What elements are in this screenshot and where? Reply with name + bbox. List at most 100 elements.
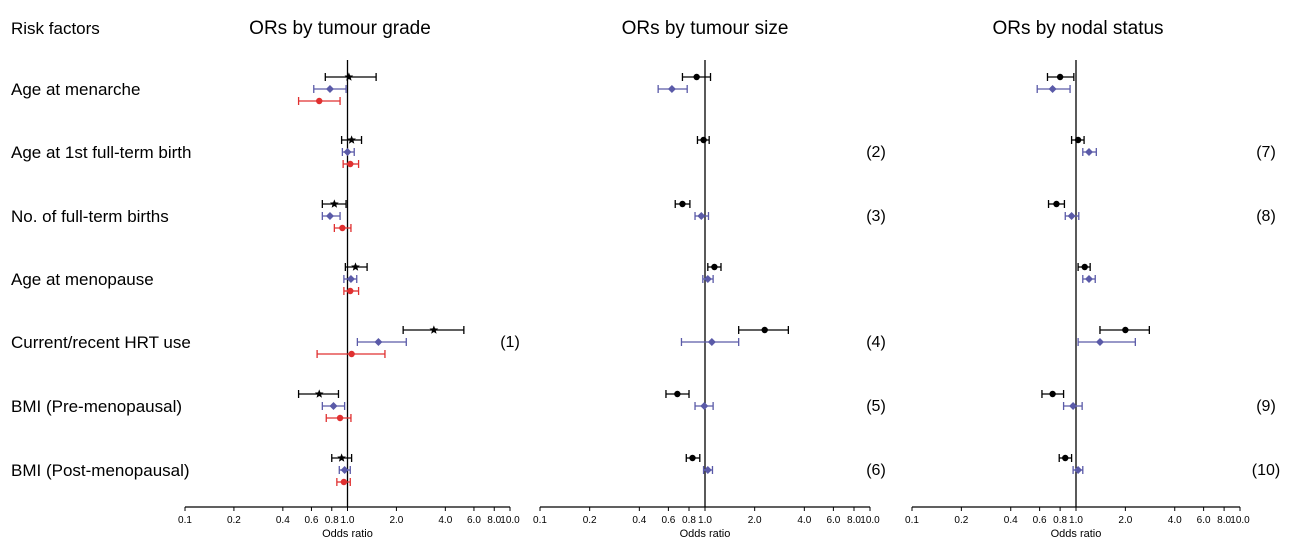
row-label: Age at 1st full-term birth <box>11 143 191 162</box>
footnote-marker: (7) <box>1256 144 1276 161</box>
point-estimate <box>693 73 700 81</box>
point-estimate <box>337 453 346 462</box>
forest-panel: ORs by tumour size 0.1 0.2 0.4 0.6 0.8 1.0 2.0 4… <box>533 18 886 540</box>
x-tick-label: 1.0 <box>698 515 712 526</box>
point-estimate <box>329 402 338 410</box>
point-estimate <box>314 389 324 398</box>
x-tick-label: 0.2 <box>583 515 597 526</box>
point-estimate <box>344 72 354 81</box>
x-tick-label: 0.1 <box>905 515 919 526</box>
point-estimate <box>1069 402 1078 410</box>
point-estimate <box>703 466 712 474</box>
x-tick-label: 4.0 <box>438 515 452 526</box>
x-tick-label: 10.0 <box>1230 515 1250 526</box>
point-estimate <box>1067 212 1076 220</box>
footnote-marker: (3) <box>866 208 886 225</box>
point-estimate <box>1074 466 1083 474</box>
x-tick-label: 0.6 <box>1033 515 1047 526</box>
x-axis-label: Odds ratio <box>1051 528 1102 540</box>
point-estimate <box>325 85 334 93</box>
point-estimate <box>348 350 355 358</box>
point-estimate <box>340 466 349 474</box>
x-tick-label: 6.0 <box>1197 515 1211 526</box>
row-label: Age at menopause <box>11 270 154 289</box>
footnote-marker: (8) <box>1256 208 1276 225</box>
point-estimate <box>1122 326 1129 334</box>
x-tick-label: 2.0 <box>1118 515 1132 526</box>
point-estimate <box>700 136 707 144</box>
footnote-marker: (1) <box>500 334 520 351</box>
forest-panel: ORs by nodal status 0.1 0.2 0.4 0.6 0.8 1.0 2.0… <box>905 18 1280 540</box>
panel-title: ORs by nodal status <box>992 18 1163 39</box>
footnote-marker: (4) <box>866 334 886 351</box>
x-axis-label: Odds ratio <box>322 528 373 540</box>
point-estimate <box>707 338 716 346</box>
x-tick-label: 2.0 <box>389 515 403 526</box>
footnote-marker: (2) <box>866 144 886 161</box>
point-estimate <box>700 402 709 410</box>
point-estimate <box>689 454 696 462</box>
point-estimate <box>339 224 346 232</box>
x-tick-label: 1.0 <box>341 515 355 526</box>
point-estimate <box>703 275 712 283</box>
point-estimate <box>1053 200 1060 208</box>
point-estimate <box>711 263 718 271</box>
point-estimate <box>347 135 356 144</box>
point-estimate <box>374 338 383 346</box>
panel-title: ORs by tumour grade <box>249 18 431 39</box>
panel-title: ORs by tumour size <box>622 18 789 39</box>
footnote-marker: (5) <box>866 398 886 415</box>
row-label: BMI (Post-menopausal) <box>11 461 190 480</box>
point-estimate <box>1084 275 1093 283</box>
x-tick-label: 10.0 <box>860 515 880 526</box>
row-labels: Age at menarche Age at 1st full-term birt… <box>11 80 191 480</box>
point-estimate <box>340 478 348 486</box>
point-estimate <box>347 287 354 295</box>
x-tick-label: 0.4 <box>276 515 290 526</box>
x-tick-label: 4.0 <box>1168 515 1182 526</box>
x-tick-label: 0.4 <box>1004 515 1018 526</box>
point-estimate <box>697 212 706 220</box>
x-tick-label: 4.0 <box>797 515 811 526</box>
point-estimate <box>351 262 360 271</box>
point-estimate <box>1062 454 1069 462</box>
point-estimate <box>343 148 352 156</box>
x-axis-label: Odds ratio <box>680 528 731 540</box>
point-estimate <box>761 326 768 334</box>
point-estimate <box>346 275 355 283</box>
x-tick-label: 0.2 <box>954 515 968 526</box>
row-label: No. of full-term births <box>11 207 169 226</box>
point-estimate <box>347 160 354 168</box>
x-tick-label: 0.1 <box>178 515 192 526</box>
x-tick-label: 0.4 <box>632 515 646 526</box>
x-tick-label: 2.0 <box>748 515 762 526</box>
point-estimate <box>679 200 686 208</box>
x-tick-label: 1.0 <box>1069 515 1083 526</box>
point-estimate <box>1049 390 1056 398</box>
row-header: Risk factors <box>11 19 100 38</box>
x-tick-label: 0.8 <box>325 515 339 526</box>
row-label: Age at menarche <box>11 80 140 99</box>
point-estimate <box>1074 136 1082 144</box>
x-tick-label: 10.0 <box>500 515 520 526</box>
point-estimate <box>316 97 323 105</box>
x-tick-label: 0.8 <box>1053 515 1067 526</box>
point-estimate <box>674 390 681 398</box>
point-estimate <box>667 85 676 93</box>
footnote-marker: (6) <box>866 462 886 479</box>
row-label: BMI (Pre-menopausal) <box>11 397 182 416</box>
point-estimate <box>1056 73 1064 81</box>
row-label: Current/recent HRT use <box>11 333 191 352</box>
point-estimate <box>1081 263 1088 271</box>
x-tick-label: 0.8 <box>682 515 696 526</box>
x-tick-label: 0.2 <box>227 515 241 526</box>
point-estimate <box>325 212 334 220</box>
x-tick-label: 0.6 <box>304 515 318 526</box>
point-estimate <box>1048 85 1057 93</box>
point-estimate <box>1084 148 1093 156</box>
x-tick-label: 6.0 <box>826 515 840 526</box>
point-estimate <box>1095 338 1104 346</box>
x-tick-label: 8.0 <box>847 515 861 526</box>
